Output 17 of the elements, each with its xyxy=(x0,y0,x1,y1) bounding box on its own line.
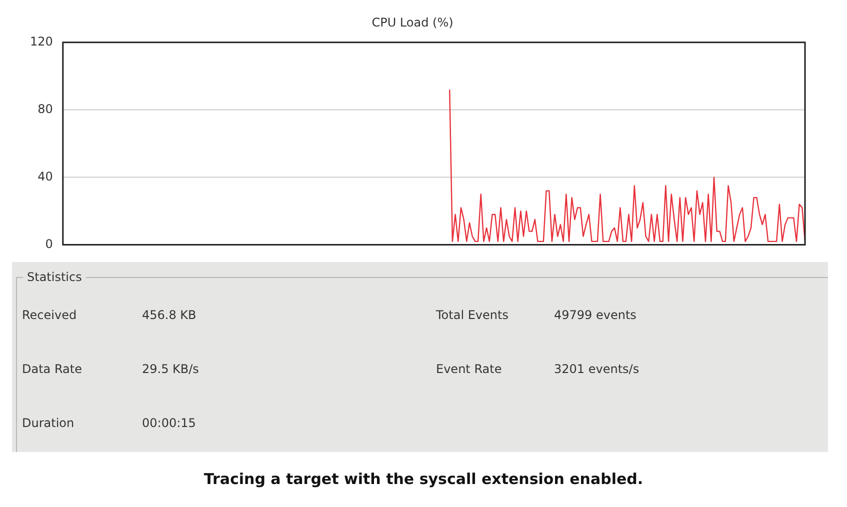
text: 49799 events xyxy=(554,308,636,322)
text: 00:00:15 xyxy=(142,416,196,430)
y-tick-label: 120 xyxy=(30,34,53,49)
text: 3201 events/s xyxy=(554,362,640,376)
y-tick-label: 40 xyxy=(38,169,53,184)
text: 29.5 KB/s xyxy=(142,362,199,376)
text: Tracing a target with the syscall extension enabled. xyxy=(202,470,644,488)
text: 456.8 KB xyxy=(142,308,196,322)
y-tick-label: 80 xyxy=(38,102,53,116)
chart-title: CPU Load (%) xyxy=(372,15,454,30)
text: Data Rate xyxy=(22,362,82,376)
text: Total Events xyxy=(436,308,508,322)
text: Received xyxy=(22,308,77,322)
text: Statistics xyxy=(26,270,83,284)
text: Duration xyxy=(22,416,74,430)
text: Event Rate xyxy=(436,362,502,376)
y-tick-label: 0 xyxy=(45,236,53,251)
